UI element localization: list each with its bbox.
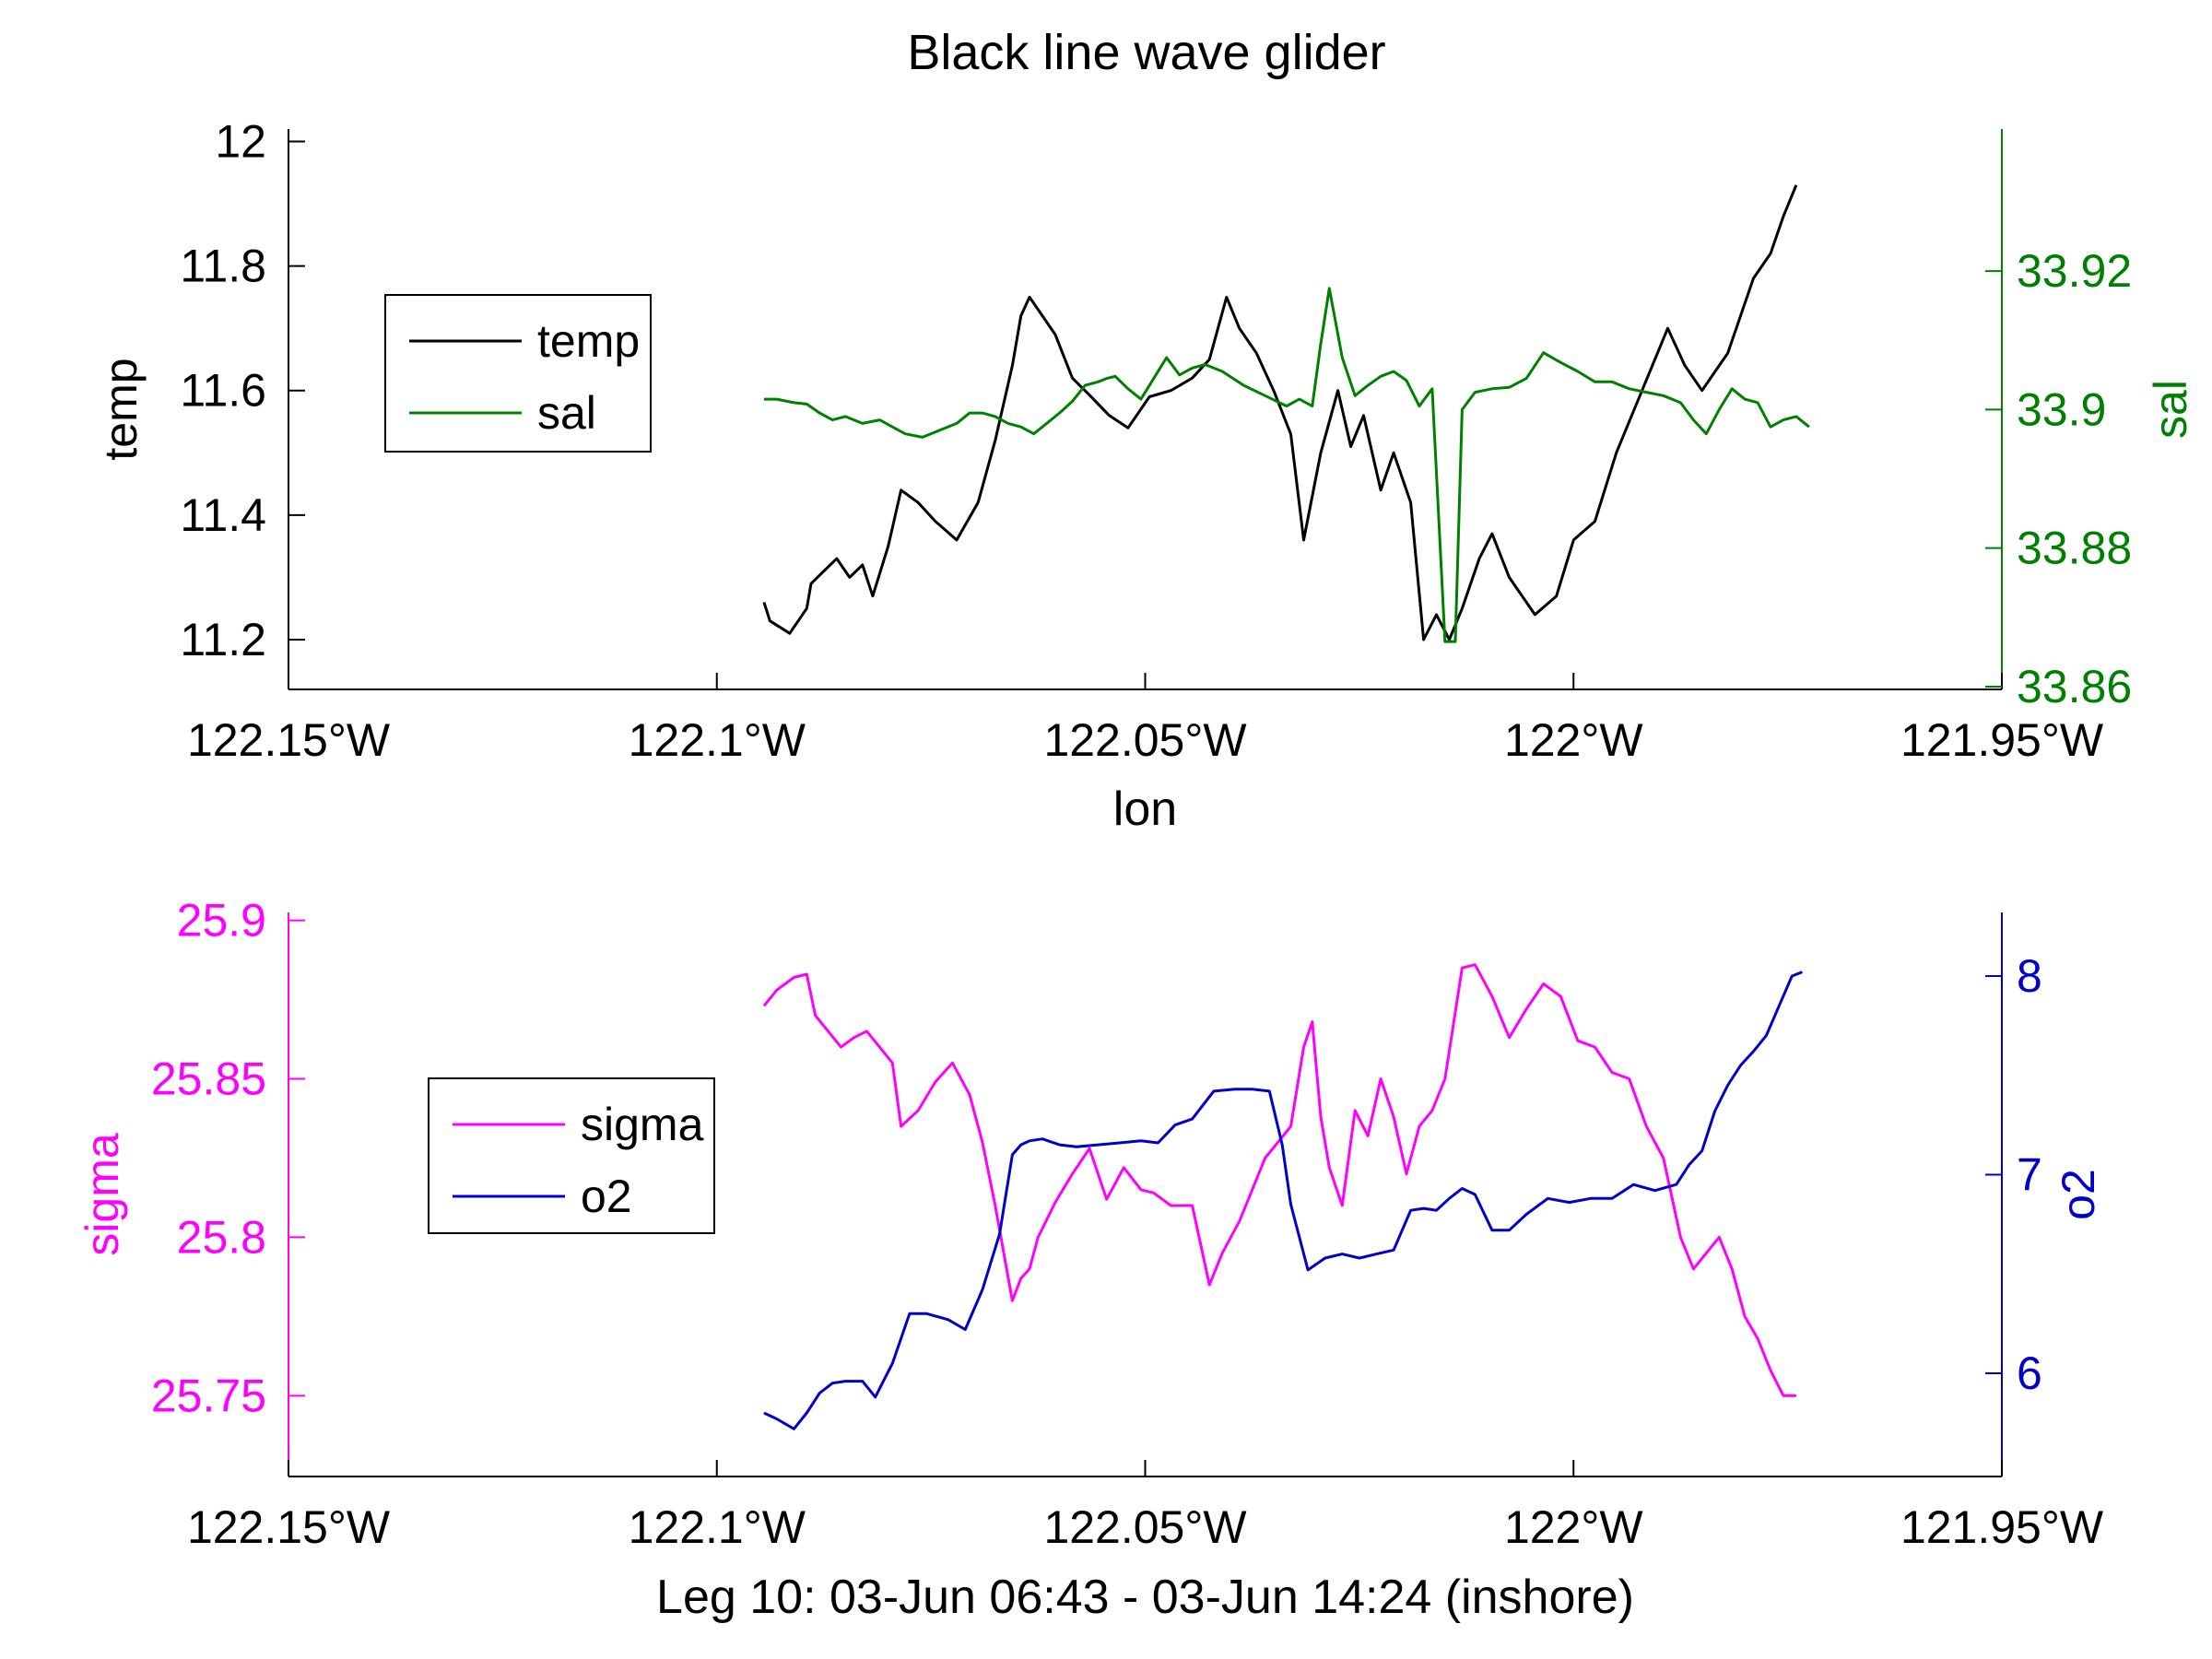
chart-panel-2: 122.15°W 122.1°W 122.05°W 122°W 121.95°W 25.7… (76, 895, 2104, 1624)
series-line-sigma (762, 963, 1796, 1397)
series-line-temp (762, 184, 1798, 641)
x-axis-label: lon (1113, 782, 1177, 836)
right-y-tick-label: 6 (2017, 1347, 2042, 1399)
figure-title: Black line wave glider (907, 25, 1385, 80)
x-tick-label: 121.95°W (1900, 1501, 2104, 1553)
left-y-tick-label: 11.4 (180, 489, 266, 541)
left-y-tick-label: 12 (215, 116, 266, 168)
series-line-sal (763, 287, 1810, 643)
x-tick-label: 122°W (1504, 714, 1643, 766)
legend-label-sal: sal (537, 387, 596, 439)
left-y-tick-label: 25.85 (151, 1053, 266, 1105)
left-axis-label: temp (95, 358, 147, 460)
x-tick-label: 122.15°W (187, 714, 391, 766)
legend-box (428, 1077, 715, 1234)
left-axis-label: sigma (76, 1133, 128, 1256)
x-tick-label: 121.95°W (1900, 714, 2104, 766)
left-y-tick-label: 25.8 (177, 1211, 266, 1263)
left-y-tick-label: 25.75 (151, 1370, 266, 1421)
legend: temp sal (384, 294, 652, 453)
right-y-tick-label: 33.88 (2017, 523, 2132, 574)
left-y-tick-label: 11.2 (180, 614, 266, 665)
right-y-tick-label: 8 (2017, 950, 2042, 1002)
legend-label-o2: o2 (581, 1171, 632, 1222)
right-y-tick-label: 33.92 (2017, 245, 2132, 297)
right-y-tick-label: 33.9 (2017, 383, 2106, 435)
legend-box (384, 294, 652, 453)
x-tick-label: 122.1°W (629, 714, 806, 766)
x-tick-label: 122.05°W (1043, 714, 1247, 766)
x-tick-label: 122.05°W (1043, 1501, 1247, 1553)
right-y-tick-label: 7 (2017, 1148, 2042, 1200)
x-tick-label: 122°W (1504, 1501, 1643, 1553)
x-tick-label: 122.1°W (629, 1501, 806, 1553)
x-tick-label: 122.15°W (187, 1501, 391, 1553)
right-axis-label: sal (2145, 380, 2196, 439)
chart-panel-1: 122.15°W 122.1°W 122.05°W 122°W 121.95°W 11.2… (95, 116, 2196, 836)
right-axis-label: o2 (2053, 1169, 2104, 1220)
series-line-o2 (763, 971, 1803, 1430)
left-y-tick-label: 11.6 (180, 365, 266, 417)
legend: sigma o2 (428, 1077, 715, 1234)
x-axis-label: Leg 10: 03-Jun 06:43 - 03-Jun 14:24 (ins… (656, 1571, 1634, 1624)
right-y-tick-label: 33.86 (2017, 661, 2132, 712)
left-y-tick-label: 25.9 (177, 895, 266, 947)
legend-label-sigma: sigma (581, 1099, 704, 1150)
legend-label-temp: temp (537, 315, 640, 367)
left-y-tick-label: 11.8 (180, 241, 266, 292)
